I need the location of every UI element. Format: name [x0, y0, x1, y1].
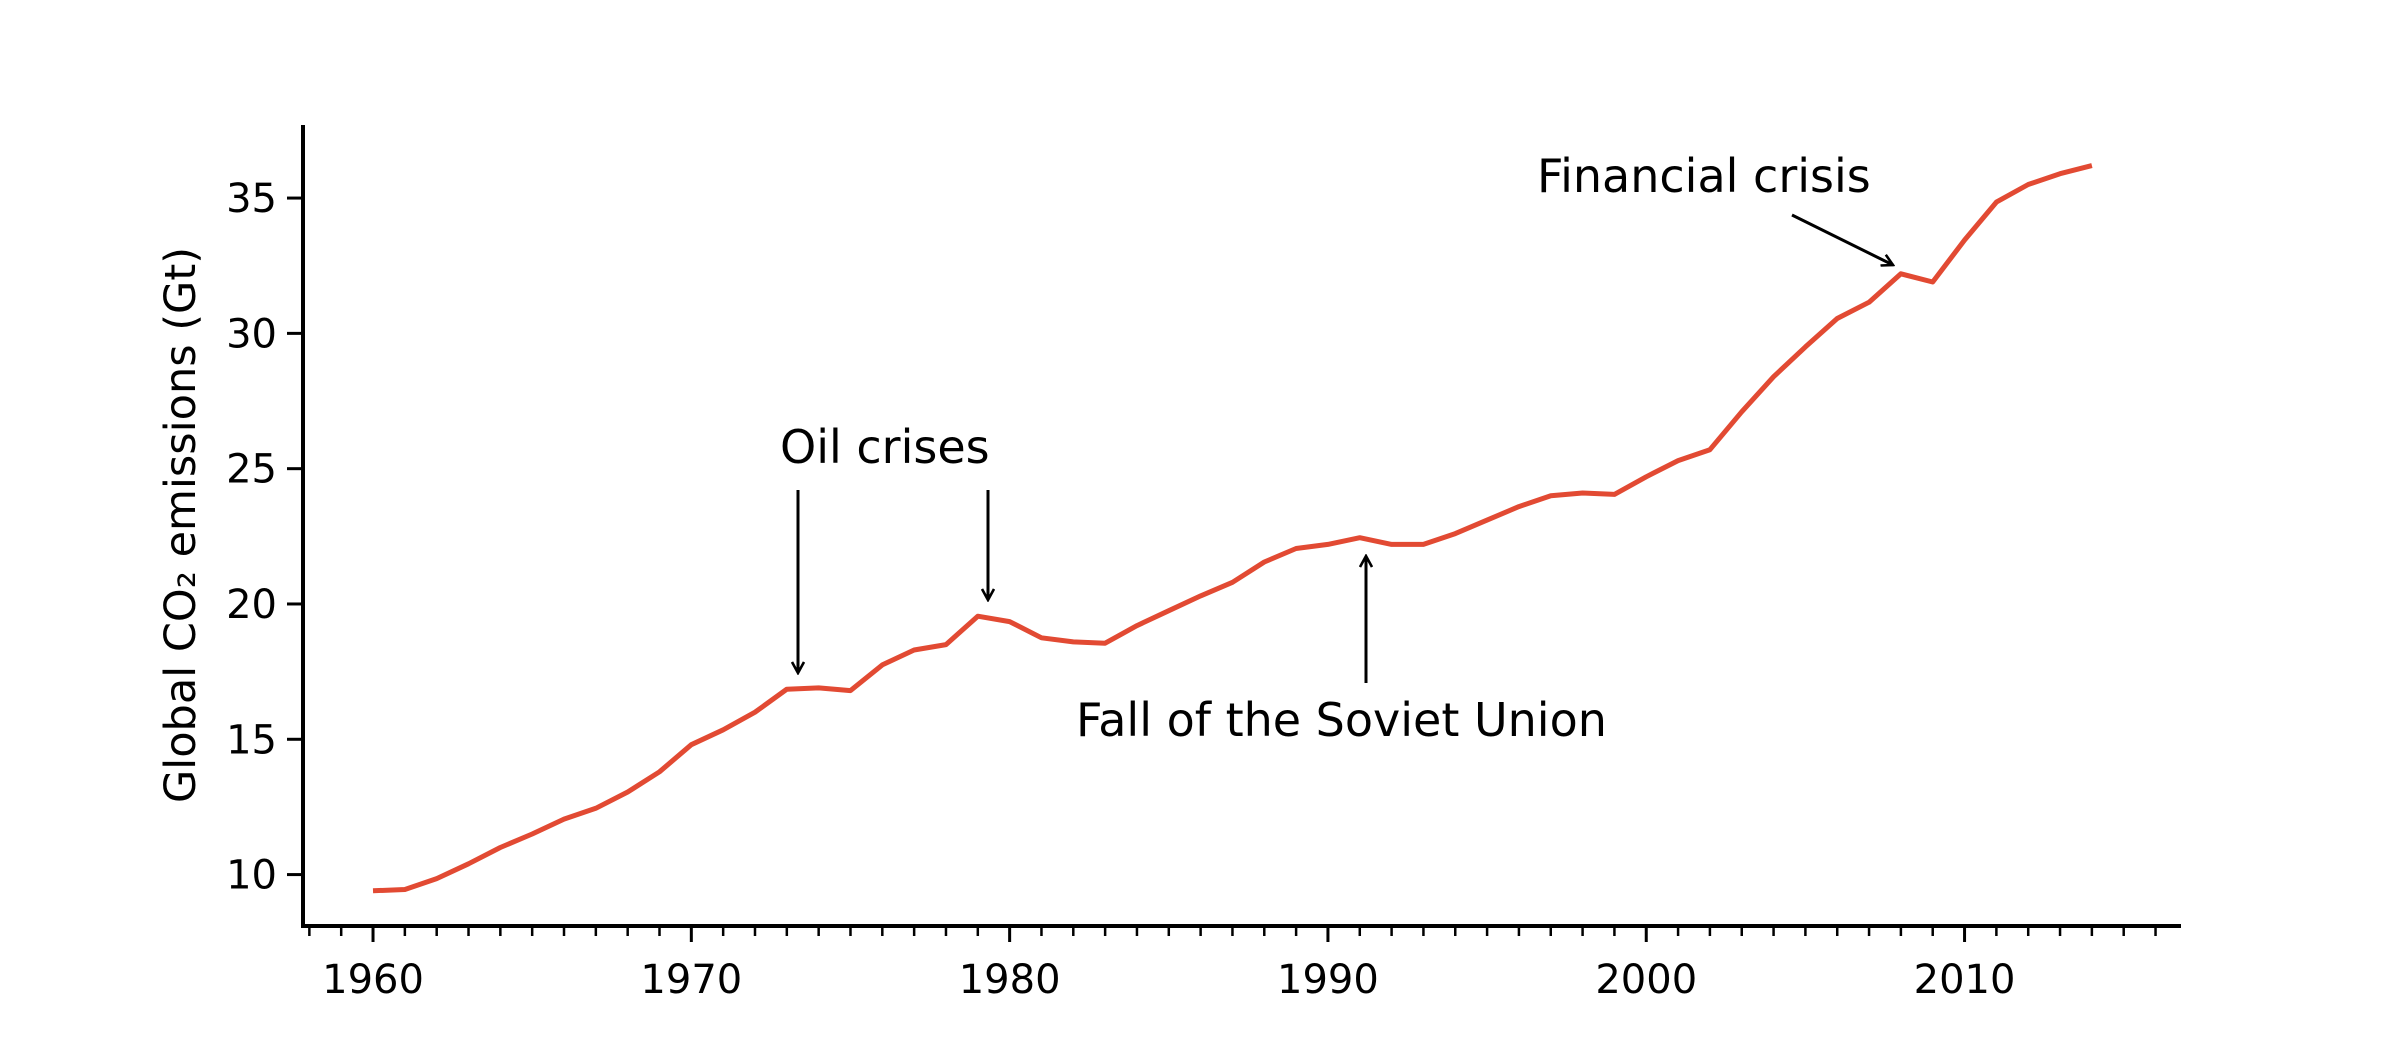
- x-tick-label: 1980: [959, 957, 1061, 1003]
- y-axis-ticks: 10 15 20 25 30 35: [226, 176, 303, 899]
- x-tick-label: 2000: [1595, 957, 1697, 1003]
- y-tick-label: 30: [226, 311, 277, 357]
- annotation-financial-crisis: Financial crisis: [1537, 149, 1871, 203]
- x-tick-label: 1970: [640, 957, 742, 1003]
- annotation-oil-crises: Oil crises: [780, 420, 990, 474]
- x-axis-ticks: 1960 1970 1980 1990 2000 2010: [308, 926, 2157, 1003]
- y-tick-label: 25: [226, 447, 277, 493]
- y-tick-label: 20: [226, 582, 277, 628]
- y-tick-label: 15: [226, 717, 277, 763]
- annotation-financial-crisis-arrow: [1791, 213, 1893, 265]
- annotation-fall-of-soviet-union: Fall of the Soviet Union: [1076, 693, 1607, 747]
- x-tick-label: 1960: [322, 957, 424, 1003]
- plot-area: 10 15 20 25 30 35 1960 1970 1980 1990 2000 2010: [226, 125, 2181, 1003]
- y-tick-label: 10: [226, 853, 277, 899]
- y-tick-label: 35: [226, 176, 277, 222]
- y-axis-label: Global CO₂ emissions (Gt): [156, 247, 206, 803]
- co2-emissions-line: [372, 163, 2093, 894]
- annotations: Oil crises Fall of the Soviet Union Fina…: [780, 149, 1893, 747]
- x-tick-label: 1990: [1277, 957, 1379, 1003]
- x-tick-label: 2010: [1914, 957, 2016, 1003]
